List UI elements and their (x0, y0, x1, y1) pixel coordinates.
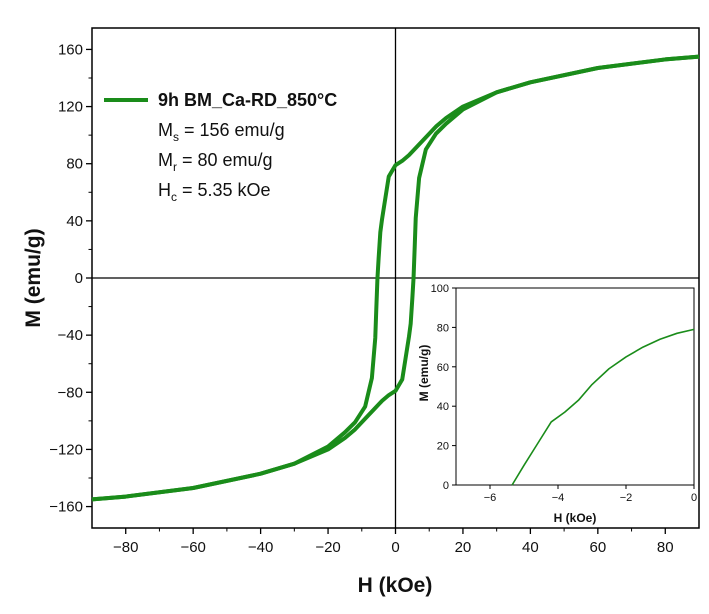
inset-series-line (511, 328, 695, 486)
y-tick-label: −80 (58, 384, 83, 401)
annotation-mr: Mr = 80 emu/g (158, 150, 273, 174)
inset-y-tick-label: 80 (437, 322, 449, 334)
series-descending-branch (91, 54, 700, 502)
x-axis-title: H (kOe) (358, 574, 433, 597)
main-ticks: −80 −60 −40 −20 0 20 40 60 80−160−120−80−4004080… (49, 41, 673, 556)
series-ascending-branch (91, 54, 700, 502)
annotation-mr-symbol: M (158, 150, 173, 170)
x-tick-label: −80 (113, 539, 138, 556)
annotation-ms-subscript: s (173, 130, 179, 144)
inset-y-tick-label: 20 (437, 441, 449, 453)
y-tick-label: 120 (58, 99, 83, 116)
annotation-ms-text: = 156 emu/g (179, 120, 285, 140)
y-tick-label: 40 (66, 213, 83, 230)
annotation-ms: Ms = 156 emu/g (158, 120, 285, 144)
y-tick-label: 80 (66, 156, 83, 173)
x-tick-label: 20 (455, 539, 472, 556)
inset-y-tick-label: 100 (431, 283, 449, 295)
x-tick-label: 60 (589, 539, 606, 556)
annotation-hc: Hc = 5.35 kOe (158, 180, 271, 204)
y-tick-label: −40 (58, 327, 83, 344)
inset-y-tick-label: 60 (437, 362, 449, 374)
annotation-hc-symbol: H (158, 180, 171, 200)
y-tick-label: −160 (49, 499, 83, 516)
main-zero-lines (92, 28, 699, 528)
y-axis-title: M (emu/g) (22, 228, 45, 327)
annotation-hc-subscript: c (171, 190, 177, 204)
inset-x-tick-label: −4 (552, 492, 565, 504)
y-tick-label: 160 (58, 41, 83, 58)
inset-x-tick-label: −6 (484, 492, 497, 504)
inset-series (511, 328, 695, 486)
main-series (91, 54, 700, 502)
x-tick-label: −40 (248, 539, 273, 556)
inset-x-tick-label: −2 (620, 492, 633, 504)
inset-background (456, 288, 694, 485)
inset-y-tick-label: 0 (443, 480, 449, 492)
inset-ticks: −6 −4 −2 0 0 20 40 60 80 100 (431, 283, 697, 504)
inset-x-axis-title: H (kOe) (554, 511, 597, 525)
x-tick-label: 80 (657, 539, 674, 556)
inset-y-tick-label: 40 (437, 401, 449, 413)
legend-entry: 9h BM_Ca-RD_850°C (158, 90, 337, 110)
y-tick-label: −120 (49, 441, 83, 458)
x-tick-label: 40 (522, 539, 539, 556)
annotation-ms-symbol: M (158, 120, 173, 140)
x-tick-label: −60 (180, 539, 205, 556)
annotation-hc-text: = 5.35 kOe (177, 180, 271, 200)
inset-y-axis-title: M (emu/g) (417, 345, 431, 402)
x-tick-label: −20 (315, 539, 340, 556)
inset-plot-frame (455, 287, 695, 486)
inset-x-tick-label: 0 (691, 492, 697, 504)
annotation-mr-text: = 80 emu/g (177, 150, 273, 170)
y-tick-label: 0 (75, 270, 83, 287)
annotation-mr-subscript: r (173, 160, 177, 174)
x-tick-label: 0 (391, 539, 399, 556)
